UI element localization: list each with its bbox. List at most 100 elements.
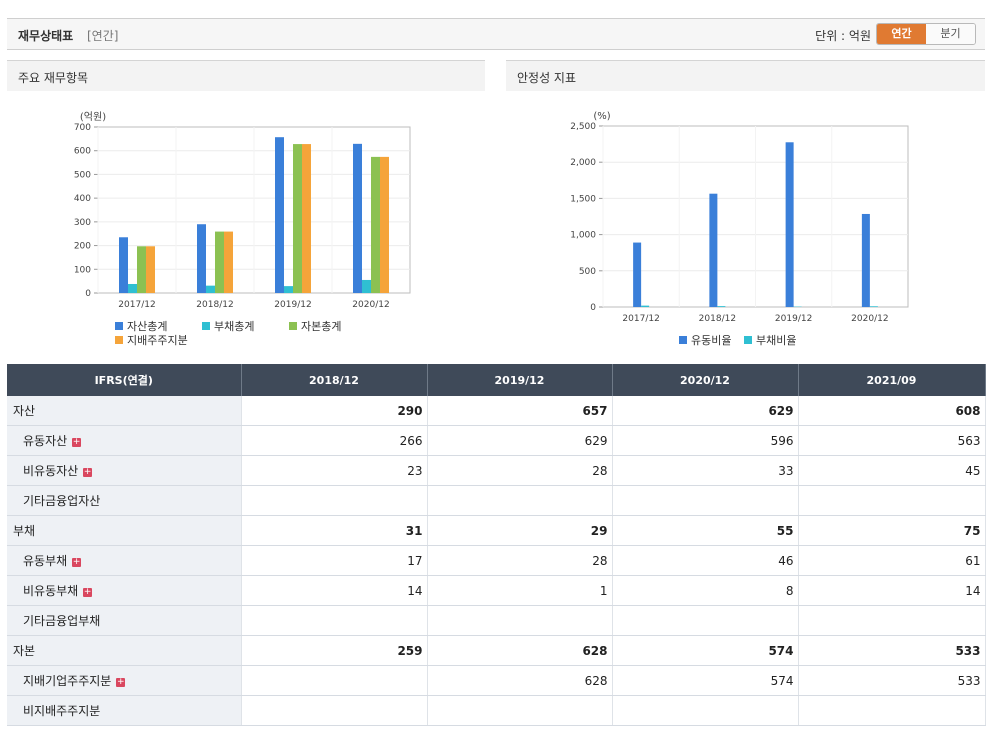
value-cell: 608 [798, 396, 986, 426]
x-tick-label: 2020/12 [352, 300, 389, 310]
financial-items-chart: 0 100 200 300 400 500 600 700(억원) 2017/12 2018/12… [74, 111, 411, 347]
tab-annual[interactable]: 연간 [877, 24, 926, 44]
bar [302, 144, 311, 293]
y-tick-label: 500 [579, 267, 596, 277]
value-cell: 266 [241, 425, 428, 456]
bar [215, 231, 224, 293]
value-cell [427, 605, 613, 636]
row-label-cell: 비유동자산 + [7, 455, 242, 486]
value-cell [798, 695, 986, 726]
legend-swatch [744, 336, 752, 344]
table-row: 비유동자산 +23 28 33 45 [7, 455, 986, 486]
row-label-cell: 부채 [7, 515, 242, 546]
value-cell: 46 [612, 545, 799, 576]
value-cell: 259 [241, 635, 428, 666]
legend-swatch [115, 322, 123, 330]
value-cell [427, 485, 613, 516]
value-cell: 628 [427, 635, 613, 666]
table-row: 유동자산 +266 629 596 563 [7, 425, 986, 456]
bar [206, 285, 215, 293]
row-label-cell: 유동자산 + [7, 425, 242, 456]
legend-swatch [679, 336, 687, 344]
y-tick-label: 100 [74, 265, 91, 275]
value-cell: 55 [612, 515, 799, 546]
legend-swatch [115, 336, 123, 344]
row-label-cell: 유동부채 + [7, 545, 242, 576]
legend-label: 유동비율 [691, 334, 731, 347]
table-row: 비유동부채 +14 1 8 14 [7, 575, 986, 606]
bar [137, 246, 146, 293]
left-panel-header: 주요 재무항목 [7, 60, 485, 91]
bar [353, 143, 362, 293]
bar [128, 283, 137, 293]
y-tick-label: 300 [74, 218, 91, 228]
value-cell: 8 [612, 575, 799, 606]
legend-label: 부채비율 [756, 334, 796, 347]
expand-plus-icon[interactable]: + [83, 467, 93, 477]
bar [293, 144, 302, 293]
y-tick-label: 2,500 [570, 122, 596, 132]
row-label-cell: 비지배주주지분 [7, 695, 242, 726]
y-tick-label: 1,000 [570, 231, 596, 241]
x-tick-label: 2017/12 [118, 300, 155, 310]
legend-label: 자본총계 [301, 320, 341, 333]
bar [785, 142, 794, 307]
section-title: 재무상태표 [18, 29, 74, 43]
x-tick-label: 2018/12 [699, 314, 736, 324]
row-label: 유동부채 [23, 554, 68, 568]
table-row: 자산 290 657 629 608 [7, 396, 986, 426]
legend-label: 부채총계 [214, 320, 254, 333]
section-subtitle: [연간] [87, 29, 119, 43]
bar [633, 242, 642, 307]
bar [284, 286, 293, 293]
period-toggle: 연간 분기 [876, 23, 976, 45]
value-cell: 45 [798, 455, 986, 486]
bar [641, 305, 650, 307]
value-cell [241, 695, 428, 726]
table-row: 유동부채 +17 28 46 61 [7, 545, 986, 576]
value-cell: 596 [612, 425, 799, 456]
financial-table: IFRS(연결) 2018/12 2019/12 2020/12 2021/09… [7, 364, 986, 726]
table-row: 기타금융업자산 [7, 485, 986, 516]
expand-plus-icon[interactable]: + [116, 677, 126, 687]
row-label: 자산 [13, 404, 36, 418]
x-tick-label: 2019/12 [274, 300, 311, 310]
table-row: 비지배주주지분 [7, 695, 986, 726]
bar [146, 246, 155, 293]
value-cell: 628 [427, 665, 613, 696]
y-tick-label: 1,500 [570, 194, 596, 204]
y-tick-label: 200 [74, 242, 91, 252]
stability-chart: 0 500 1,000 1,500 2,000 2,500(%) 2017/12 2018/1… [570, 111, 909, 347]
row-label-cell: 자본 [7, 635, 242, 666]
expand-plus-icon[interactable]: + [83, 587, 93, 597]
table-row: 기타금융업부채 [7, 605, 986, 636]
bar [197, 224, 206, 293]
tab-quarterly[interactable]: 분기 [926, 24, 975, 44]
value-cell: 1 [427, 575, 613, 606]
row-label: 기타금융업부채 [23, 614, 101, 628]
expand-plus-icon[interactable]: + [72, 437, 82, 447]
value-cell: 533 [798, 665, 986, 696]
bar [861, 213, 870, 307]
row-label: 기타금융업자산 [23, 494, 101, 508]
row-label: 자본 [13, 644, 36, 658]
row-label: 비유동자산 [23, 464, 79, 478]
value-cell: 17 [241, 545, 428, 576]
value-cell: 14 [241, 575, 428, 606]
bar [371, 156, 380, 293]
row-label: 지배기업주주지분 [23, 674, 112, 688]
value-cell: 29 [427, 515, 613, 546]
value-cell: 75 [798, 515, 986, 546]
value-cell [612, 485, 799, 516]
y-tick-label: 700 [74, 123, 91, 133]
value-cell: 290 [241, 396, 428, 426]
expand-plus-icon[interactable]: + [72, 557, 82, 567]
value-cell: 629 [612, 396, 799, 426]
legend-swatch [289, 322, 297, 330]
value-cell [241, 665, 428, 696]
bar [869, 306, 878, 307]
legend-swatch [202, 322, 210, 330]
row-label-cell: 비유동부채 + [7, 575, 242, 606]
value-cell: 533 [798, 635, 986, 666]
row-label-cell: 기타금융업부채 [7, 605, 242, 636]
